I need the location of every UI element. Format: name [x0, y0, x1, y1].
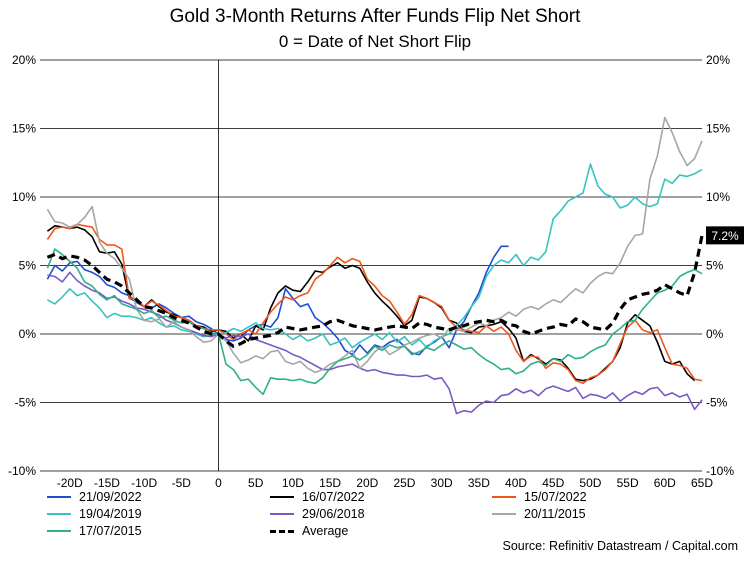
x-tick-label: 40D: [505, 476, 527, 490]
x-tick-label: 10D: [282, 476, 304, 490]
series-line-19-04-2019: [47, 163, 703, 349]
y-tick-label-left: 10%: [12, 190, 36, 204]
chart-subtitle: 0 = Date of Net Short Flip: [278, 32, 472, 51]
legend-item: 20/11/2015: [492, 507, 586, 521]
legend-label: 17/07/2015: [79, 524, 142, 538]
legend-label: 21/09/2022: [79, 490, 142, 504]
y-tick-label-right: -10%: [706, 464, 734, 478]
legend-label: 16/07/2022: [302, 490, 365, 504]
legend-swatch: [492, 496, 516, 498]
legend-swatch: [47, 496, 71, 498]
x-tick-label: 55D: [617, 476, 639, 490]
legend-swatch: [270, 496, 294, 498]
x-tick-label: 20D: [356, 476, 378, 490]
legend-item: 15/07/2022: [492, 490, 587, 504]
legend-item: 17/07/2015: [47, 524, 142, 538]
x-tick-label: 45D: [542, 476, 564, 490]
legend-label: Average: [302, 524, 349, 538]
x-tick-label: 50D: [579, 476, 601, 490]
source-note: Source: Refinitiv Datastream / Capital.c…: [502, 539, 738, 553]
legend-swatch: [47, 513, 71, 515]
series-line-average: [46, 235, 704, 348]
legend-swatch: [47, 530, 71, 532]
legend-item: 29/06/2018: [270, 507, 365, 521]
y-tick-label-right: 15%: [706, 122, 730, 136]
x-tick-label: -15D: [94, 476, 120, 490]
y-tick-label-right: -5%: [706, 396, 728, 410]
average-end-label: 7.2%: [711, 229, 739, 243]
x-tick-label: 25D: [393, 476, 415, 490]
series-line-29-06-2018: [47, 271, 703, 415]
legend-swatch: [270, 513, 294, 515]
legend-label: 29/06/2018: [302, 507, 365, 521]
y-tick-label-right: 5%: [706, 259, 724, 273]
x-tick-label: -20D: [57, 476, 83, 490]
series-line-15-07-2022: [46, 223, 703, 385]
x-tick-label: 5D: [248, 476, 264, 490]
legend-item: 19/04/2019: [47, 507, 142, 521]
y-tick-label-left: 0%: [19, 327, 37, 341]
y-tick-label-right: 10%: [706, 190, 730, 204]
series-line-17-07-2015: [46, 248, 703, 396]
y-tick-label-right: 20%: [706, 53, 730, 67]
legend-item: 16/07/2022: [270, 490, 365, 504]
average-end-label-box: [706, 226, 744, 245]
x-tick-label: -10D: [131, 476, 157, 490]
chart-title: Gold 3-Month Returns After Funds Flip Ne…: [169, 6, 581, 27]
x-tick-label: 0: [215, 476, 222, 490]
series-line-20-11-2015: [46, 116, 703, 374]
legend-label: 20/11/2015: [524, 507, 586, 521]
legend-item: Average: [270, 524, 348, 538]
legend-item: 21/09/2022: [47, 490, 142, 504]
x-tick-label: 60D: [654, 476, 676, 490]
x-tick-label: 15D: [319, 476, 341, 490]
y-tick-label-left: 20%: [12, 53, 36, 67]
x-tick-label: 35D: [468, 476, 490, 490]
y-tick-label-right: 0%: [706, 327, 724, 341]
x-tick-label: -5D: [172, 476, 192, 490]
y-tick-label-left: 5%: [19, 259, 37, 273]
legend-label: 19/04/2019: [79, 507, 142, 521]
x-tick-label: 65D: [691, 476, 713, 490]
legend-swatch: [270, 529, 294, 533]
y-tick-label-left: -10%: [8, 464, 36, 478]
y-tick-label-left: 15%: [12, 122, 36, 136]
y-tick-label-left: -5%: [15, 396, 37, 410]
legend-label: 15/07/2022: [524, 490, 587, 504]
x-tick-label: 30D: [431, 476, 453, 490]
legend-swatch: [492, 513, 516, 515]
